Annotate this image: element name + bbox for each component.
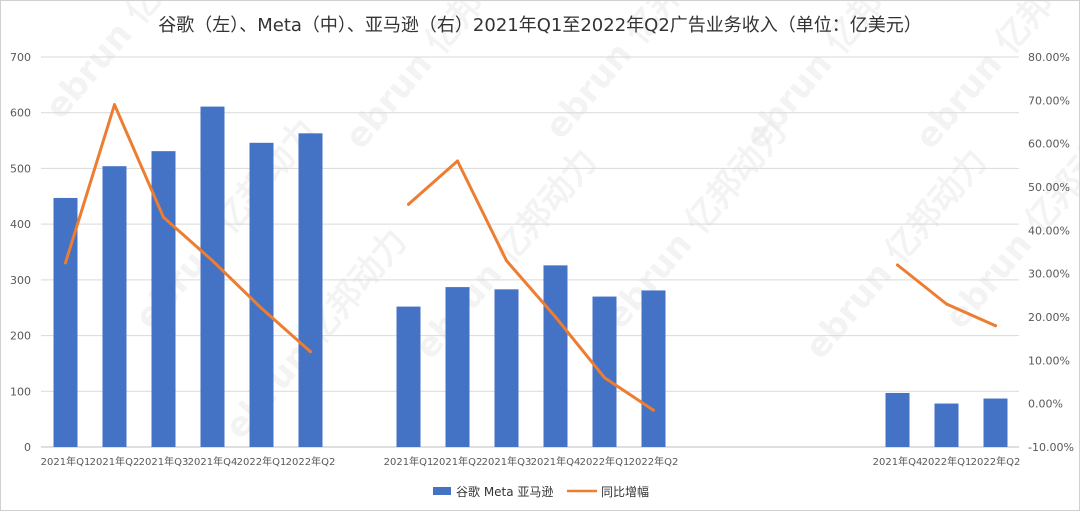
- category-label-g0-2: 2021年Q3: [139, 455, 189, 468]
- category-label-g1-2: 2021年Q3: [482, 455, 532, 468]
- growth-point-g1-3: [554, 315, 557, 319]
- category-label-g2-1: 2022年Q1: [922, 455, 972, 468]
- left-tick-label-3: 300: [10, 274, 31, 287]
- legend-line-label: 同比增幅: [601, 484, 649, 499]
- growth-point-g2-1: [945, 302, 948, 306]
- right-tick-label-6: 50.00%: [1028, 181, 1070, 194]
- bar-g1-2: [494, 289, 519, 447]
- left-tick-label-0: 0: [24, 441, 31, 454]
- bar-g0-5: [298, 133, 323, 448]
- category-label-g0-3: 2021年Q4: [188, 455, 238, 468]
- growth-line-g0: [64, 103, 312, 354]
- watermark-text-8: ebrun 亿邦动力: [907, 1, 1079, 157]
- category-label-g0-1: 2021年Q2: [90, 455, 140, 468]
- left-tick-label-2: 200: [10, 330, 31, 343]
- category-label-g1-1: 2021年Q2: [433, 455, 483, 468]
- growth-point-g1-1: [456, 159, 459, 163]
- category-label-g0-4: 2022年Q1: [237, 455, 287, 468]
- legend-bar-swatch: [433, 487, 451, 495]
- growth-point-g1-2: [505, 259, 508, 263]
- category-label-g1-5: 2022年Q2: [629, 455, 679, 468]
- right-tick-label-3: 20.00%: [1028, 311, 1070, 324]
- growth-point-g1-5: [652, 408, 655, 412]
- right-tick-label-4: 30.00%: [1028, 268, 1070, 281]
- left-tick-label-4: 400: [10, 218, 31, 231]
- growth-lines: [64, 103, 997, 412]
- growth-point-g1-4: [603, 376, 606, 380]
- left-tick-label-7: 700: [10, 51, 31, 64]
- growth-point-g0-1: [113, 103, 116, 107]
- bar-g1-5: [641, 290, 666, 447]
- bar-g1-1: [445, 287, 470, 447]
- legend-bar-label: 谷歌 Meta 亚马逊: [456, 484, 553, 499]
- growth-point-g2-2: [994, 324, 997, 328]
- category-label-g1-0: 2021年Q1: [384, 455, 434, 468]
- right-tick-label-8: 70.00%: [1028, 94, 1070, 107]
- category-labels: 2021年Q1 2021年Q2 2021年Q3 2021年Q4 2022年Q1 2022年…: [41, 455, 1021, 468]
- left-tick-label-6: 600: [10, 107, 31, 120]
- left-tick-label-5: 500: [10, 162, 31, 175]
- category-label-g1-3: 2021年Q4: [531, 455, 581, 468]
- growth-point-g0-2: [162, 215, 165, 219]
- bar-g2-2: [983, 398, 1008, 447]
- category-label-g1-4: 2022年Q1: [580, 455, 630, 468]
- right-axis-ticks: -10.00% 0.00% 10.00% 20.00% 30.00% 40.00% 50.0…: [1028, 51, 1074, 454]
- right-tick-label-0: -10.00%: [1028, 441, 1074, 454]
- growth-point-g2-0: [896, 263, 899, 267]
- chart-title: 谷歌（左）、Meta（中）、亚马逊（右）2021年Q1至2022年Q2广告业务收…: [158, 15, 922, 36]
- category-label-g2-0: 2021年Q4: [873, 455, 923, 468]
- growth-line-g1: [407, 159, 655, 412]
- bar-g1-0: [396, 306, 421, 447]
- growth-point-g0-4: [260, 306, 263, 310]
- category-label-g0-5: 2022年Q2: [286, 455, 336, 468]
- category-label-g0-0: 2021年Q1: [41, 455, 91, 468]
- bar-g1-4: [592, 296, 617, 447]
- bar-g1-3: [543, 265, 568, 447]
- right-tick-label-9: 80.00%: [1028, 51, 1070, 64]
- right-tick-label-5: 40.00%: [1028, 224, 1070, 237]
- left-tick-label-1: 100: [10, 385, 31, 398]
- left-axis-ticks: 0 100 200 300 400 500 600 700: [10, 51, 31, 454]
- bar-g0-3: [200, 106, 225, 447]
- growth-point-g0-3: [211, 259, 214, 263]
- bar-g2-1: [934, 403, 959, 447]
- right-tick-label-1: 0.00%: [1028, 398, 1063, 411]
- category-label-g2-2: 2022年Q2: [971, 455, 1021, 468]
- bars: [53, 106, 1008, 448]
- legend[interactable]: 谷歌 Meta 亚马逊 同比增幅: [433, 484, 649, 499]
- right-tick-label-7: 60.00%: [1028, 138, 1070, 151]
- growth-point-g1-0: [407, 202, 410, 206]
- growth-point-g0-0: [64, 261, 67, 265]
- bar-g2-0: [885, 392, 910, 447]
- growth-point-g0-5: [309, 350, 312, 354]
- bar-g0-4: [249, 142, 274, 448]
- bar-g0-1: [102, 166, 127, 447]
- right-tick-label-2: 10.00%: [1028, 354, 1070, 367]
